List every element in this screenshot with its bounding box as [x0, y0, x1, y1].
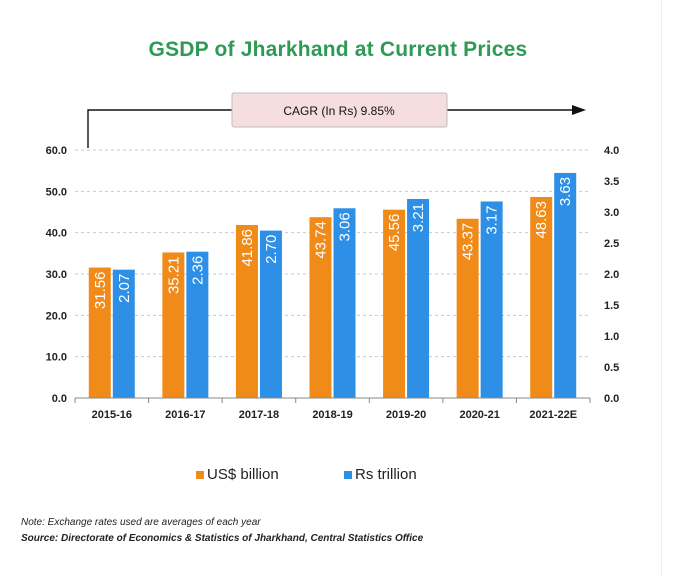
source-note: Source: Directorate of Economics & Stati…	[21, 533, 424, 544]
x-tick-label: 2019-20	[386, 409, 426, 421]
x-tick-label: 2018-19	[312, 409, 352, 421]
legend-label: US$ billion	[207, 466, 279, 483]
x-tick-label: 2016-17	[165, 409, 205, 421]
bar-rs	[554, 172, 577, 398]
y-right-tick-label: 3.5	[604, 176, 619, 188]
bar-rs	[112, 269, 135, 398]
y-left-tick-label: 30.0	[46, 269, 67, 281]
bar-rs	[259, 230, 282, 398]
bar-rs	[480, 201, 503, 398]
data-label: 3.17	[484, 205, 501, 234]
y-right-tick-label: 1.5	[604, 300, 619, 312]
data-label: 45.56	[386, 214, 403, 252]
y-right-tick-label: 0.0	[604, 393, 619, 405]
bar-usd	[235, 224, 258, 398]
data-label: 35.21	[165, 256, 182, 294]
bar-rs	[407, 198, 430, 398]
y-left-tick-label: 20.0	[46, 310, 67, 322]
data-label: 41.86	[239, 229, 256, 267]
data-label: 2.07	[116, 274, 133, 303]
data-label: 48.63	[533, 201, 550, 239]
y-left-tick-label: 40.0	[46, 228, 67, 240]
x-tick-label: 2020-21	[459, 409, 499, 421]
bar-usd	[383, 209, 406, 398]
data-label: 43.37	[460, 223, 477, 261]
cagr-box	[231, 92, 448, 128]
bar-usd	[88, 267, 111, 398]
y-left-tick-label: 50.0	[46, 186, 67, 198]
legend-swatch-usd	[196, 471, 204, 479]
legend-swatch-rs	[344, 471, 352, 479]
bar-rs	[333, 208, 356, 398]
bar-usd	[309, 217, 332, 398]
y-right-tick-label: 1.0	[604, 331, 619, 343]
x-tick-label: 2021-22E	[529, 409, 577, 421]
cagr-arrowhead	[572, 105, 586, 115]
bar-rs	[186, 251, 209, 398]
data-label: 2.70	[263, 235, 280, 264]
y-left-tick-label: 10.0	[46, 352, 67, 364]
bar-usd	[530, 196, 553, 398]
y-right-tick-label: 0.5	[604, 362, 619, 374]
bar-usd	[456, 218, 479, 398]
y-right-tick-label: 4.0	[604, 145, 619, 157]
data-label: 3.21	[410, 203, 427, 232]
x-tick-label: 2015-16	[92, 409, 132, 421]
y-right-tick-label: 2.0	[604, 269, 619, 281]
chart-title: GSDP of Jharkhand at Current Prices	[148, 38, 528, 61]
y-left-tick-label: 60.0	[46, 145, 67, 157]
y-right-tick-label: 3.0	[604, 207, 619, 219]
legend-label: Rs trillion	[355, 466, 417, 483]
cagr-label: CAGR (In Rs) 9.85%	[283, 104, 395, 118]
x-tick-label: 2017-18	[239, 409, 279, 421]
y-right-tick-label: 2.5	[604, 238, 619, 250]
data-label: 2.36	[189, 256, 206, 285]
data-label: 3.63	[557, 177, 574, 206]
bar-usd	[162, 252, 185, 398]
data-label: 43.74	[313, 221, 330, 259]
data-label: 31.56	[92, 272, 109, 310]
y-left-tick-label: 0.0	[52, 393, 67, 405]
data-label: 3.06	[337, 212, 354, 241]
frame-edge	[661, 0, 662, 575]
exchange-rate-note: Note: Exchange rates used are averages o…	[21, 517, 261, 528]
